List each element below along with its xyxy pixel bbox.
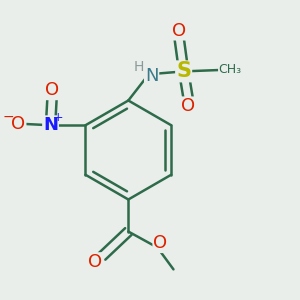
Text: N: N xyxy=(145,67,158,85)
Text: +: + xyxy=(52,112,63,124)
Text: O: O xyxy=(153,234,167,252)
Text: O: O xyxy=(88,253,102,271)
Text: O: O xyxy=(172,22,186,40)
Text: O: O xyxy=(181,97,195,115)
Text: −: − xyxy=(2,110,14,124)
Text: O: O xyxy=(11,115,26,133)
Text: CH₃: CH₃ xyxy=(219,63,242,76)
Text: O: O xyxy=(45,81,59,99)
Text: S: S xyxy=(176,61,191,81)
Text: H: H xyxy=(133,60,144,74)
Text: N: N xyxy=(43,116,58,134)
